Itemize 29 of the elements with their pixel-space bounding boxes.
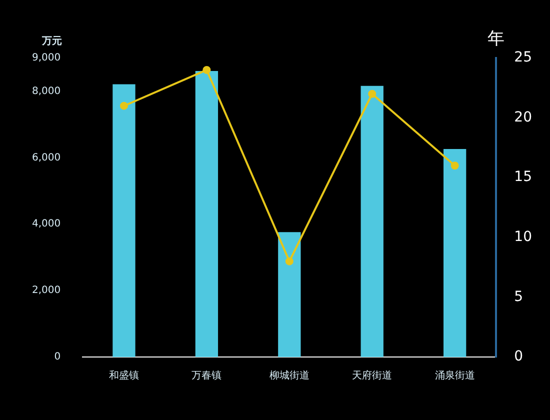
x-tick-label: 涌泉街道 [434,370,475,382]
point [120,102,128,110]
y-tick-label: 0 [54,352,61,363]
y2-tick-label: 20 [514,109,532,126]
y-axis-title: 万元 [41,35,62,47]
point [202,66,211,74]
bar [112,84,136,357]
y2-tick-label: 0 [514,348,524,365]
y-tick-label: 9,000 [32,52,61,64]
y-tick-label: 6,000 [32,152,61,164]
y2-tick-label: 15 [514,169,532,186]
bar [444,149,466,357]
y2-axis-title: 年 [488,29,505,49]
y-tick-label: 8,000 [32,86,61,97]
y2-tick-label: 5 [514,288,524,305]
bar [195,70,218,357]
y-tick-label: 4,000 [32,218,61,230]
point [368,90,376,98]
x-tick-label: 和盛镇 [108,370,139,382]
y2-tick-label: 25 [514,50,532,66]
bar [278,232,301,357]
x-tick-label: 万春镇 [192,370,222,382]
point [285,257,294,266]
bar [360,86,384,357]
y2-tick-label: 10 [514,229,532,246]
y-tick-label: 2,000 [32,285,61,296]
x-tick-label: 天府街道 [352,370,392,382]
point [450,162,459,170]
x-tick-label: 柳城街道 [269,370,310,382]
